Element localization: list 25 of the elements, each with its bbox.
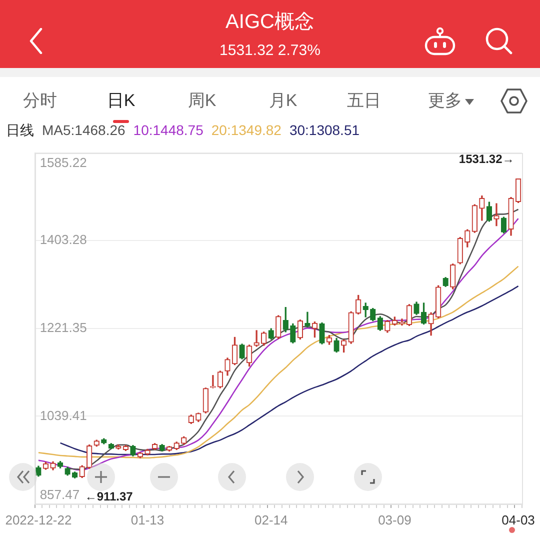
- x-tick-label: 2022-12-22: [5, 512, 72, 528]
- y-tick-label: 857.47: [40, 487, 80, 502]
- chart-title: AIGC概念: [224, 10, 316, 34]
- x-tick-label: 02-14: [254, 512, 288, 528]
- x-tick-label: 01-13: [130, 512, 164, 528]
- text: 月K: [268, 91, 298, 111]
- x-tick-label: 03-09: [378, 512, 412, 528]
- text: 日K: [106, 91, 136, 111]
- annotation: ←911.37: [84, 489, 134, 504]
- chart-subtitle: 1531.32 2.73%: [218, 42, 322, 60]
- y-tick-label: 1221.35: [40, 320, 87, 335]
- text: 30:1308.51: [289, 122, 360, 138]
- text: 20:1349.82: [211, 122, 282, 138]
- y-tick-label: 1403.28: [40, 232, 87, 248]
- text: 五日: [347, 91, 381, 111]
- text: 分时: [23, 91, 57, 111]
- text: 10:1448.75: [133, 122, 204, 138]
- text: MA5:1468.26: [42, 122, 126, 138]
- annotation: 1531.32→: [458, 152, 514, 166]
- text: 周K: [188, 91, 216, 111]
- y-tick-label: 1585.22: [40, 154, 87, 170]
- x-tick-label: 04-03: [502, 512, 535, 528]
- legend-title: 日线: [6, 122, 34, 138]
- text: 更多: [428, 91, 462, 111]
- y-tick-label: 1039.41: [40, 408, 87, 423]
